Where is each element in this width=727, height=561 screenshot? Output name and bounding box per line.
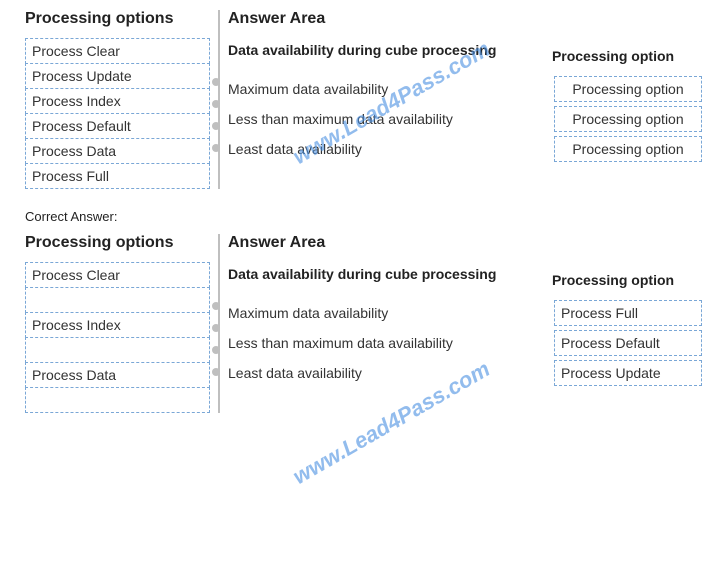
drop-slot[interactable]: Processing option (554, 136, 702, 162)
table-row: Less than maximum data availability Proc… (228, 104, 702, 134)
dot-icon (212, 324, 220, 332)
answer-heading: Answer Area (228, 10, 524, 28)
correct-answer-label: Correct Answer: (0, 199, 727, 224)
list-item[interactable] (25, 287, 210, 313)
row-label: Least data availability (228, 141, 554, 157)
dot-icon (212, 346, 220, 354)
list-item[interactable]: Process Data (25, 362, 210, 388)
drop-slot[interactable]: Process Full (554, 300, 702, 326)
table-row: Maximum data availability Processing opt… (228, 74, 702, 104)
list-item[interactable]: Process Index (25, 312, 210, 338)
processing-option-heading: Processing option (524, 48, 702, 64)
table-row: Less than maximum data availability Proc… (228, 328, 702, 358)
dot-icon (212, 302, 220, 310)
dot-icon (212, 368, 220, 376)
processing-options-column: Processing options Process Clear Process… (25, 10, 210, 189)
answer-area-column: Answer Area Data availability during cub… (228, 10, 702, 189)
list-item[interactable]: Process Data (25, 138, 210, 164)
sub-heading: Data availability during cube processing (228, 266, 524, 284)
left-heading: Processing options (25, 10, 210, 28)
processing-options-column: Processing options Process Clear Process… (25, 234, 210, 413)
row-label: Maximum data availability (228, 305, 554, 321)
row-label: Less than maximum data availability (228, 335, 554, 351)
list-item[interactable] (25, 387, 210, 413)
row-label: Least data availability (228, 365, 554, 381)
drag-dots (212, 298, 226, 376)
dot-icon (212, 144, 220, 152)
answer-area-column: Answer Area Data availability during cub… (228, 234, 702, 413)
list-item[interactable]: Process Clear (25, 262, 210, 288)
dot-icon (212, 122, 220, 130)
question-panel: Processing options Process Clear Process… (0, 0, 727, 199)
drag-dots (212, 74, 226, 152)
row-label: Maximum data availability (228, 81, 554, 97)
list-item[interactable]: Process Full (25, 163, 210, 189)
table-row: Least data availability Process Update (228, 358, 702, 388)
processing-option-heading: Processing option (524, 272, 702, 288)
drop-slot[interactable]: Processing option (554, 106, 702, 132)
dot-icon (212, 78, 220, 86)
sub-heading: Data availability during cube processing (228, 42, 524, 60)
drop-slot[interactable]: Processing option (554, 76, 702, 102)
table-row: Least data availability Processing optio… (228, 134, 702, 164)
options-list: Process Clear Process Update Process Ind… (25, 38, 210, 189)
options-list: Process Clear Process Index Process Data (25, 262, 210, 413)
list-item[interactable] (25, 337, 210, 363)
list-item[interactable]: Process Index (25, 88, 210, 114)
list-item[interactable]: Process Default (25, 113, 210, 139)
drop-slot[interactable]: Process Default (554, 330, 702, 356)
answer-heading: Answer Area (228, 234, 524, 252)
list-item[interactable]: Process Clear (25, 38, 210, 64)
left-heading: Processing options (25, 234, 210, 252)
row-label: Less than maximum data availability (228, 111, 554, 127)
dot-icon (212, 100, 220, 108)
drop-slot[interactable]: Process Update (554, 360, 702, 386)
list-item[interactable]: Process Update (25, 63, 210, 89)
answer-panel: Processing options Process Clear Process… (0, 224, 727, 423)
table-row: Maximum data availability Process Full (228, 298, 702, 328)
